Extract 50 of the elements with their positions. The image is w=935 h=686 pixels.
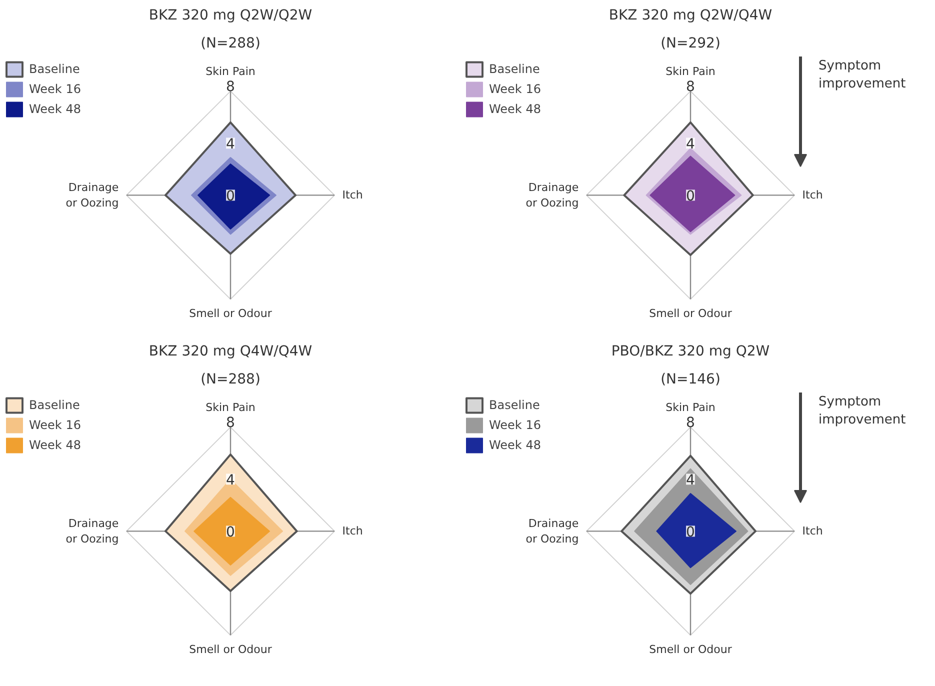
spoke-label: Smell or Odour	[189, 307, 272, 320]
y-tick-label: 8	[226, 79, 235, 96]
legend-label: Baseline	[29, 398, 80, 412]
spoke-label: Skin Pain	[666, 65, 716, 78]
spoke-label: Itch	[342, 524, 363, 538]
spoke-label: Skin Pain	[666, 401, 716, 414]
y-tick-label: 4	[686, 472, 696, 489]
chart-title: BKZ 320 mg Q4W/Q4W	[148, 344, 312, 360]
spoke-label: Skin Pain	[206, 401, 256, 414]
spoke-label: Drainage or Oozing	[66, 180, 119, 210]
legend-label: Week 16	[29, 82, 81, 96]
y-tick-label: 4	[226, 472, 236, 489]
y-tick-label: 8	[686, 415, 695, 432]
spoke-label: Smell or Odour	[649, 307, 732, 320]
legend-label: Week 16	[489, 418, 541, 432]
spoke-label: Drainage or Oozing	[66, 516, 119, 546]
y-tick-label: 0	[226, 188, 235, 205]
chart-title: PBO/BKZ 320 mg Q2W	[611, 344, 770, 360]
legend-label: Week 48	[29, 102, 81, 116]
legend-label: Baseline	[29, 62, 80, 76]
chart-subtitle: (N=288)	[200, 372, 260, 388]
spoke-label: Itch	[802, 188, 823, 202]
chart-title: BKZ 320 mg Q2W/Q4W	[608, 8, 772, 24]
chart-subtitle: (N=146)	[660, 372, 720, 388]
text: Symptom improvement	[818, 394, 906, 428]
spoke-label: Drainage or Oozing	[526, 180, 579, 210]
spoke-label: Itch	[802, 524, 823, 538]
text: Symptom improvement	[818, 58, 906, 92]
chart-title: BKZ 320 mg Q2W/Q2W	[148, 8, 312, 24]
chart-subtitle: (N=288)	[200, 36, 260, 52]
y-tick-label: 8	[226, 415, 235, 432]
y-tick-label: 8	[686, 79, 695, 96]
legend-label: Week 16	[29, 418, 81, 432]
y-tick-label: 0	[686, 524, 695, 541]
spoke-label: Skin Pain	[206, 65, 256, 78]
legend-label: Baseline	[489, 62, 540, 76]
y-tick-label: 4	[226, 136, 236, 153]
legend-label: Baseline	[489, 398, 540, 412]
legend-label: Week 48	[489, 102, 541, 116]
y-tick-label: 0	[686, 188, 695, 205]
legend-label: Week 16	[489, 82, 541, 96]
spoke-label: Smell or Odour	[189, 643, 272, 656]
legend-label: Week 48	[29, 438, 81, 452]
spoke-label: Smell or Odour	[649, 643, 732, 656]
y-tick-label: 4	[686, 136, 696, 153]
spoke-label: Itch	[342, 188, 363, 202]
legend-label: Week 48	[489, 438, 541, 452]
spoke-label: Drainage or Oozing	[526, 516, 579, 546]
y-tick-label: 0	[226, 524, 235, 541]
chart-subtitle: (N=292)	[660, 36, 720, 52]
